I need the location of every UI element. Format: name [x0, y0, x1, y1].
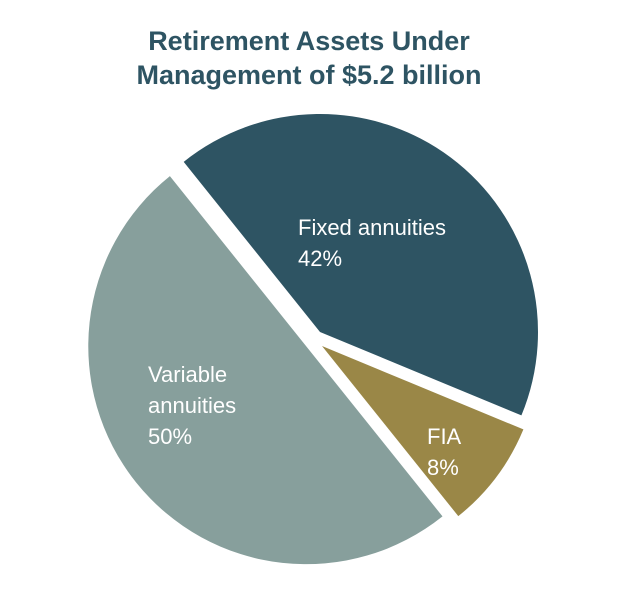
pie-slice [88, 176, 443, 565]
slice-label: FIA 8% [427, 421, 507, 483]
value-label: 8% [427, 455, 459, 480]
value-label: 50% [148, 424, 193, 449]
pie-slice [321, 346, 524, 517]
slice-label: Fixed annuities 42% [298, 212, 498, 274]
category-label: Fixed annuities [298, 215, 446, 240]
category-label: FIA [427, 424, 462, 449]
pie-slice [183, 114, 539, 416]
chart-title: Retirement Assets Under Management of $5… [136, 26, 482, 90]
category-label: Variable annuities [148, 362, 237, 418]
value-label: 42% [298, 246, 343, 271]
slice-label: Variable annuities 50% [148, 359, 268, 452]
